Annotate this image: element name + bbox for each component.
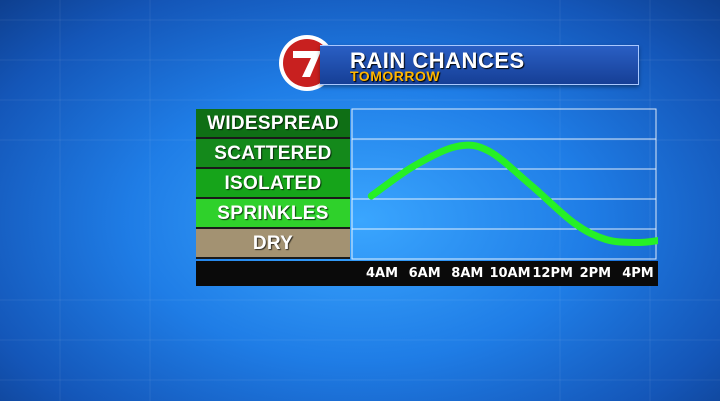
category-label-widespread: WIDESPREAD — [196, 109, 350, 139]
category-label-scattered: SCATTERED — [196, 139, 350, 169]
plot-frame — [351, 108, 657, 260]
chart-subtitle: TOMORROW — [350, 68, 441, 84]
category-label-sprinkles: SPRINKLES — [196, 199, 350, 229]
category-label-isolated: ISOLATED — [196, 169, 350, 199]
x-tick-label: 4AM — [365, 266, 399, 281]
x-tick-label: 4PM — [622, 266, 654, 281]
title-banner: RAIN CHANCES TOMORROW — [320, 45, 639, 85]
x-axis-bar — [196, 261, 658, 286]
x-tick-label: 2PM — [579, 266, 612, 281]
x-tick-label: 6AM — [408, 266, 441, 281]
category-label-dry: DRY — [196, 229, 350, 259]
x-tick-label: 8AM — [451, 266, 484, 281]
plot-area — [351, 108, 658, 260]
chart-title: RAIN CHANCES — [350, 48, 525, 73]
x-tick-label: 10AM — [489, 266, 531, 281]
x-tick-label: 12PM — [532, 266, 573, 281]
series-line-0 — [367, 141, 658, 247]
rain-chance-chart: DRY SPRINKLES ISOLATED SCATTERED WIDESPREAD 4… — [196, 108, 658, 286]
